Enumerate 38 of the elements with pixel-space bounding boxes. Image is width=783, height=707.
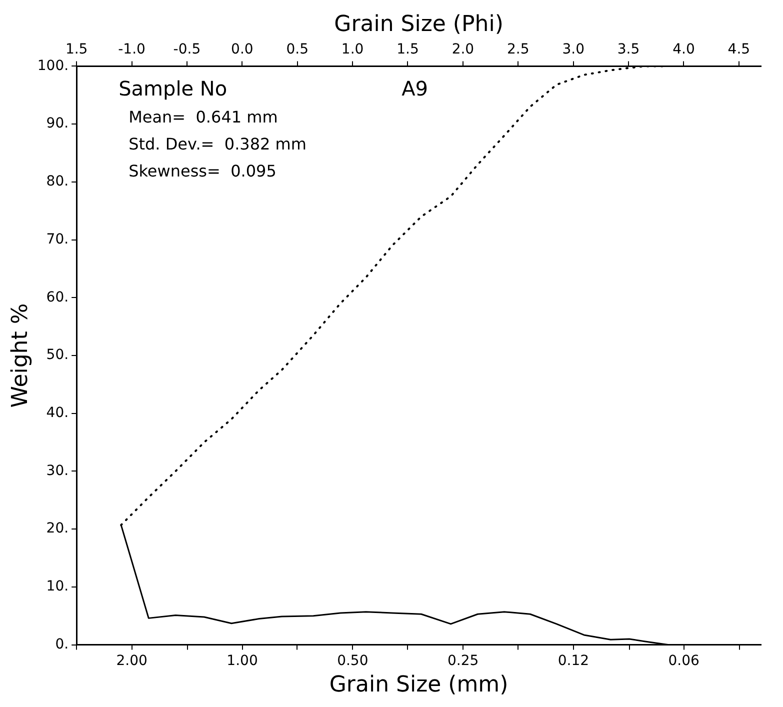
x2-tick-label: -0.5 (173, 41, 201, 58)
annotation: Skewness= 0.095 (128, 161, 276, 180)
y-tick-label: 100. (37, 58, 69, 74)
annotation: Mean= 0.641 mm (128, 107, 278, 126)
y-axis-title: Weight % (8, 303, 33, 408)
x2-tick-label: 1.0 (341, 41, 364, 58)
y-tick-label: 10. (46, 578, 69, 595)
y-tick-label: 40. (46, 405, 69, 421)
x2-tick-label: 1.5 (396, 41, 419, 58)
y-tick-label: 60. (46, 289, 69, 306)
y-tick-label: 0. (55, 636, 69, 652)
y-tick-label: 50. (46, 347, 69, 364)
annotation: A9 (402, 76, 428, 100)
x2-tick-label: 4.0 (672, 41, 695, 58)
y-tick-label: 70. (46, 231, 69, 248)
x2-tick-label: 3.0 (562, 41, 584, 58)
x2-tick-label: 2.0 (452, 41, 474, 58)
x2-tick-label: 4.5 (728, 41, 750, 58)
x2-tick-label: 1.5 (65, 41, 88, 58)
x2-tick-label: 2.5 (507, 41, 530, 58)
x-tick-label: 0.25 (447, 652, 479, 669)
x-tick-label: 0.06 (668, 652, 700, 669)
x-tick-label: 1.00 (226, 652, 258, 669)
x-tick-label: 0.12 (558, 652, 590, 669)
annotation: Std. Dev.= 0.382 mm (128, 134, 306, 154)
x2-axis-title: Grain Size (Phi) (334, 12, 504, 37)
x2-tick-label: 0.0 (231, 41, 254, 58)
y-tick-label: 20. (46, 520, 69, 537)
y-tick-label: 30. (46, 462, 69, 479)
y-tick-label: 90. (46, 116, 69, 132)
annotation: Sample No (118, 76, 228, 100)
x-axis-title: Grain Size (mm) (329, 672, 508, 698)
x-tick-label: 2.00 (116, 652, 148, 669)
x-tick-label: 0.50 (337, 652, 368, 669)
x2-tick-label: 0.5 (286, 41, 308, 58)
x2-tick-label: -1.0 (118, 41, 146, 58)
x2-tick-label: 3.5 (617, 41, 640, 58)
y-tick-label: 80. (46, 174, 69, 190)
